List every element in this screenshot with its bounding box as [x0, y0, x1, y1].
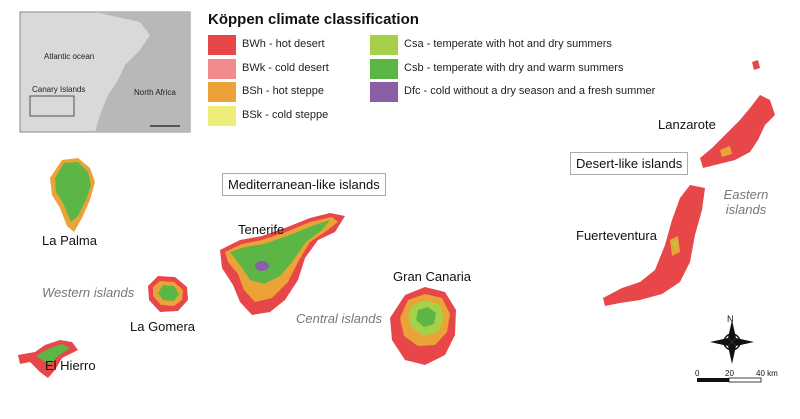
- legend-swatch: [370, 35, 398, 55]
- legend-swatch: [208, 58, 236, 79]
- group-box: Desert-like islands: [570, 152, 689, 175]
- island-label: Tenerife: [238, 222, 285, 237]
- island-lanzarote: [700, 60, 775, 168]
- island-tenerife: [220, 213, 345, 315]
- island-label: Lanzarote: [658, 117, 716, 132]
- scale-label: 40 km: [756, 369, 778, 378]
- inset-islands-label: Canary Islands: [32, 85, 86, 94]
- legend-swatch: [370, 82, 398, 102]
- group-box: Mediterranean-like islands: [222, 173, 386, 196]
- inset-ocean-label: Atlantic ocean: [44, 52, 95, 61]
- island-el-hierro: [18, 340, 78, 378]
- group-label: Eastern islands: [723, 187, 769, 217]
- legend-title: Köppen climate classification: [208, 11, 419, 28]
- island-label: La Palma: [42, 233, 97, 248]
- legend-label: Dfc - cold without a dry season and a fr…: [404, 85, 656, 97]
- scale-label: 20: [725, 369, 734, 378]
- scale-bar: [697, 377, 762, 383]
- island-label: La Gomera: [130, 319, 196, 334]
- island-gran-canaria: [390, 287, 456, 365]
- group-label: Central islands: [296, 311, 382, 326]
- legend-label: BSh - hot steppe: [242, 85, 324, 97]
- legend-swatch: [370, 58, 398, 79]
- compass-label: N: [727, 314, 734, 324]
- legend-label: Csa - temperate with hot and dry summers: [404, 38, 612, 50]
- group-label: Western islands: [42, 285, 135, 300]
- inset-continent-label: North Africa: [134, 88, 176, 97]
- island-la-palma: [50, 158, 95, 232]
- island-la-gomera: [148, 276, 188, 312]
- island-label: Fuerteventura: [576, 228, 657, 243]
- inset-land: [95, 12, 190, 132]
- legend-label: BWk - cold desert: [242, 61, 329, 74]
- compass: [710, 320, 754, 364]
- island-fuerteventura: [603, 185, 705, 306]
- inset-frame: [29, 95, 75, 117]
- legend-label: BSk - cold steppe: [242, 108, 329, 121]
- legend-label: Csb - temperate with dry and warm summer…: [404, 61, 624, 74]
- island-label: Gran Canaria: [393, 269, 472, 284]
- legend-swatch: [208, 35, 236, 55]
- legend-swatch: [208, 82, 236, 102]
- legend-label: BWh - hot desert: [242, 38, 325, 50]
- scale-label: 0: [695, 369, 700, 378]
- island-label: El Hierro: [45, 358, 96, 373]
- legend-swatch: [208, 105, 236, 126]
